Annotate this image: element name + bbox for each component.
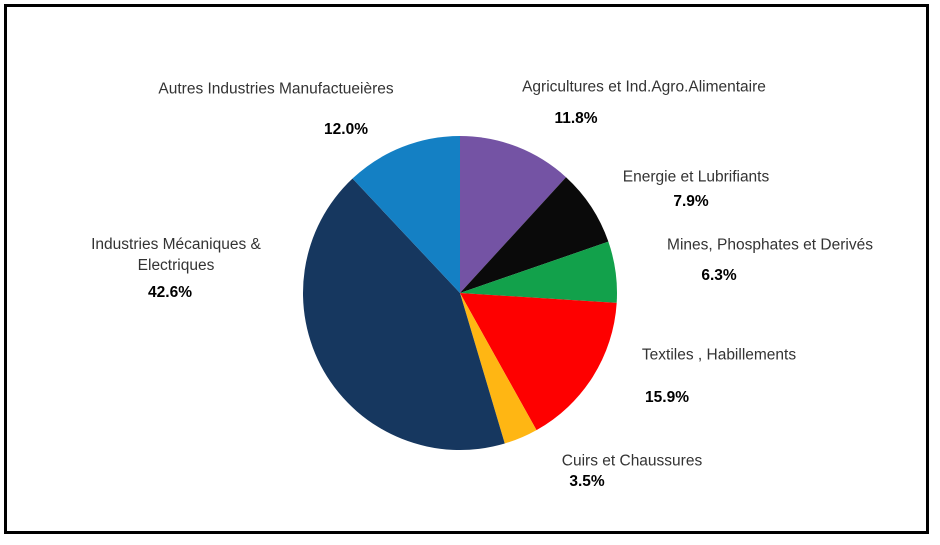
pie-slice-cuirs: [460, 293, 537, 444]
pie-value-cuirs: 3.5%: [569, 473, 605, 490]
pie-value-textiles: 15.9%: [645, 389, 689, 406]
pie-label-autres-industries: Autres Industries Manufactueières: [158, 80, 394, 98]
pie-label-textiles: Textiles , Habillements: [641, 346, 797, 364]
pie-slice-energie: [460, 177, 609, 293]
pie-value-mines: 6.3%: [701, 267, 737, 284]
chart-border-frame: [4, 4, 929, 534]
pie-label-energie: Energie et Lubrifiants: [622, 168, 770, 186]
pie-label-industries-mecaniques: Industries Mécaniques & Electriques: [91, 236, 261, 274]
pie-value-energie: 7.9%: [673, 193, 709, 210]
pie-label-agricultures: Agricultures et Ind.Agro.Alimentaire: [522, 78, 766, 96]
pie-value-agricultures: 11.8%: [554, 110, 598, 127]
pie-value-industries-mecaniques: 42.6%: [148, 284, 192, 301]
pie-slice-textiles: [460, 293, 617, 431]
pie-label-cuirs: Cuirs et Chaussures: [561, 452, 703, 470]
pie-slice-autres-industries: [352, 136, 460, 293]
pie-slice-industries-mecaniques: [302, 178, 505, 451]
pie-value-autres-industries: 12.0%: [324, 121, 368, 138]
pie-label-mines: Mines, Phosphates et Derivés: [667, 236, 873, 254]
pie-slice-mines: [460, 241, 617, 303]
pie-slice-agricultures: [460, 136, 567, 293]
